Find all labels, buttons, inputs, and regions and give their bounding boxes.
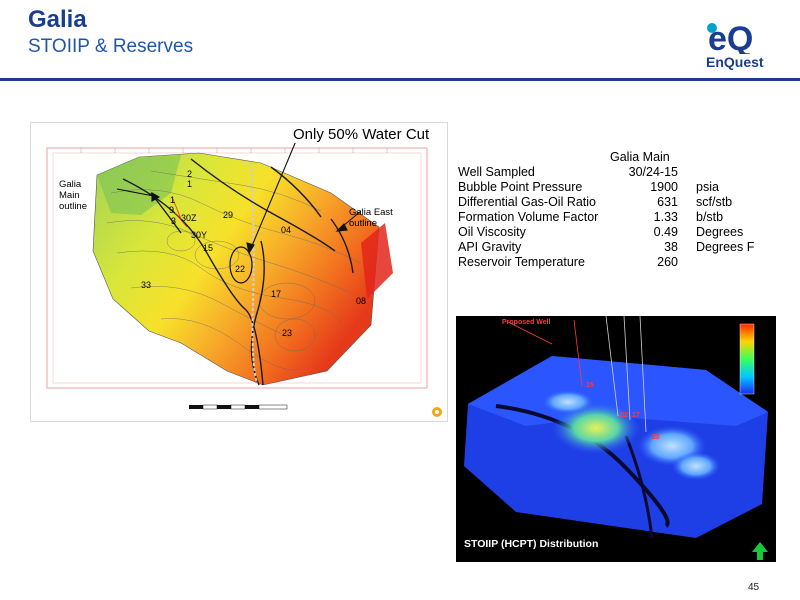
well-label: 30Z bbox=[181, 213, 197, 223]
well-label: 23 bbox=[282, 328, 293, 338]
well-label: 17 bbox=[632, 412, 640, 419]
well-label: 22 bbox=[235, 264, 246, 274]
enquest-logo: eQ EnQuest bbox=[700, 14, 778, 74]
slide-subtitle: STOIIP & Reserves bbox=[28, 36, 194, 57]
header-divider bbox=[0, 78, 800, 81]
east-outline-label: Galia East outline bbox=[349, 207, 393, 229]
well-label: 30Y bbox=[191, 230, 208, 240]
well-label: 15 bbox=[203, 243, 214, 253]
eq-logo-icon: eQ bbox=[707, 20, 753, 54]
well-label: 04 bbox=[281, 225, 292, 235]
well-label: 33 bbox=[141, 280, 152, 290]
well-label: 1 bbox=[170, 195, 176, 205]
stoiip-3d-render: Proposed Well 15 22 17 28 STOIIP (HCPT) … bbox=[456, 316, 776, 562]
well-label: 28 bbox=[652, 434, 660, 441]
well-label: 1 bbox=[187, 179, 193, 189]
main-outline-label: Galia Main outline bbox=[59, 179, 87, 212]
page-number: 45 bbox=[748, 582, 760, 593]
well-label: 08 bbox=[356, 296, 367, 306]
slide-title: Galia bbox=[28, 6, 87, 33]
svg-text:eQ: eQ bbox=[708, 20, 753, 54]
logo-wordmark: EnQuest bbox=[706, 54, 764, 70]
well-label: 3 bbox=[171, 216, 177, 226]
well-label: 9 bbox=[169, 205, 175, 215]
hcpt-distribution-graphic bbox=[464, 316, 768, 560]
well-label: 22 bbox=[620, 412, 628, 419]
petrel-logo-icon bbox=[432, 407, 442, 417]
well-label: 17 bbox=[271, 289, 282, 299]
well-label: 15 bbox=[586, 382, 594, 389]
proposed-well-label: Proposed Well bbox=[502, 319, 551, 326]
table-header: Galia Main bbox=[610, 150, 670, 164]
well-label: 29 bbox=[223, 210, 234, 220]
north-arrow-icon bbox=[752, 542, 768, 560]
water-cut-callout: Only 50% Water Cut bbox=[292, 126, 431, 143]
stoiip-map: Galia Main outline Galia East outline 2 … bbox=[30, 122, 448, 422]
depth-map-graphic bbox=[46, 128, 442, 417]
render-caption: STOIIP (HCPT) Distribution bbox=[464, 538, 599, 550]
well-label: 2 bbox=[187, 169, 193, 179]
